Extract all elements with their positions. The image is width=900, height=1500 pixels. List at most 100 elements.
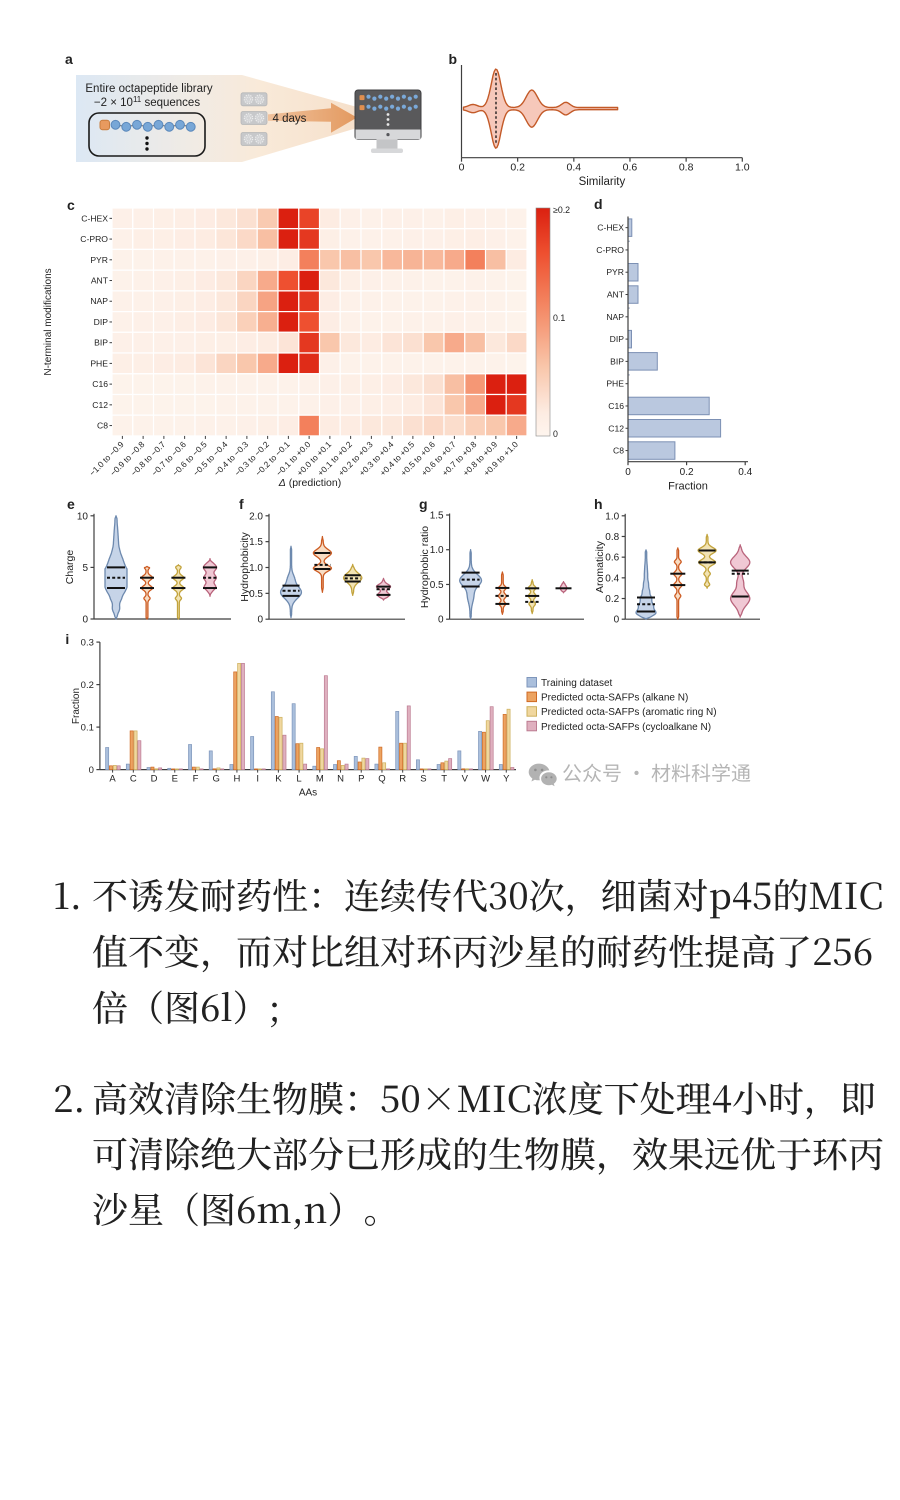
svg-text:Similarity: Similarity	[579, 176, 626, 188]
svg-text:0: 0	[614, 615, 620, 626]
svg-text:0: 0	[625, 467, 631, 478]
svg-text:0: 0	[89, 765, 94, 776]
svg-text:Predicted octa-SAFPs (cycloalk: Predicted octa-SAFPs (cycloalkane N)	[541, 722, 711, 733]
svg-text:N-terminal modifications: N-terminal modifications	[43, 268, 54, 375]
svg-text:0.4: 0.4	[567, 162, 582, 174]
svg-text:0: 0	[82, 615, 88, 626]
svg-text:G: G	[213, 774, 220, 785]
svg-text:C8: C8	[613, 446, 624, 456]
svg-text:BIP: BIP	[94, 338, 108, 348]
svg-text:PYR: PYR	[606, 267, 624, 277]
svg-text:0.4: 0.4	[605, 573, 619, 584]
svg-text:PHE: PHE	[606, 379, 624, 389]
svg-text:NAP: NAP	[90, 296, 108, 306]
svg-text:1.0: 1.0	[249, 563, 263, 574]
svg-text:0: 0	[553, 429, 558, 439]
svg-text:D: D	[151, 774, 158, 785]
svg-text:Entire octapeptide library: Entire octapeptide library	[85, 83, 212, 95]
svg-text:0: 0	[459, 162, 465, 174]
svg-text:Fraction: Fraction	[668, 481, 708, 493]
svg-text:E: E	[172, 774, 178, 785]
svg-text:Q: Q	[378, 774, 385, 785]
svg-text:C-HEX: C-HEX	[81, 213, 108, 223]
svg-text:P: P	[358, 774, 364, 785]
svg-text:W: W	[481, 774, 490, 785]
svg-text:10: 10	[77, 511, 89, 522]
svg-text:AAs: AAs	[299, 788, 317, 799]
svg-text:e: e	[67, 496, 75, 512]
svg-text:0.2: 0.2	[680, 467, 694, 478]
svg-text:V: V	[462, 774, 469, 785]
svg-text:C-PRO: C-PRO	[80, 234, 108, 244]
svg-text:0.3: 0.3	[81, 637, 94, 648]
svg-text:b: b	[449, 51, 458, 67]
svg-text:h: h	[594, 496, 603, 512]
svg-text:0.6: 0.6	[623, 162, 638, 174]
svg-text:Aromaticity: Aromaticity	[594, 540, 606, 593]
svg-text:PYR: PYR	[90, 255, 108, 265]
svg-text:T: T	[441, 774, 447, 785]
svg-text:f: f	[239, 496, 244, 512]
svg-text:S: S	[420, 774, 426, 785]
svg-text:Fraction: Fraction	[71, 688, 82, 724]
svg-text:C16: C16	[92, 379, 108, 389]
svg-text:0.8: 0.8	[679, 162, 694, 174]
svg-text:DIP: DIP	[94, 317, 109, 327]
svg-text:A: A	[109, 774, 116, 785]
svg-text:ANT: ANT	[91, 276, 109, 286]
svg-text:Predicted octa-SAFPs (alkane N: Predicted octa-SAFPs (alkane N)	[541, 693, 688, 704]
svg-text:i: i	[65, 631, 69, 647]
svg-text:1.5: 1.5	[249, 537, 263, 548]
svg-text:g: g	[419, 496, 428, 512]
svg-text:DIP: DIP	[610, 334, 625, 344]
svg-text:C12: C12	[608, 423, 624, 433]
svg-text:Training dataset: Training dataset	[541, 678, 613, 689]
svg-text:R: R	[399, 774, 406, 785]
svg-text:0.8: 0.8	[605, 532, 619, 543]
svg-text:c: c	[67, 197, 75, 213]
svg-text:d: d	[594, 196, 603, 212]
svg-text:H: H	[233, 774, 240, 785]
svg-text:Hydrophobic ratio: Hydrophobic ratio	[419, 526, 431, 608]
svg-text:C-PRO: C-PRO	[596, 245, 624, 255]
svg-text:≥0.2: ≥0.2	[553, 205, 570, 215]
svg-text:0: 0	[438, 615, 444, 626]
svg-text:L: L	[296, 774, 301, 785]
svg-text:Charge: Charge	[64, 550, 76, 585]
svg-text:0.5: 0.5	[249, 589, 263, 600]
svg-text:NAP: NAP	[606, 312, 624, 322]
svg-text:F: F	[193, 774, 199, 785]
svg-text:5: 5	[82, 563, 88, 574]
svg-text:M: M	[316, 774, 324, 785]
svg-text:Predicted octa-SAFPs (aromatic: Predicted octa-SAFPs (aromatic ring N)	[541, 707, 717, 718]
svg-text:ANT: ANT	[607, 290, 625, 300]
svg-text:C: C	[130, 774, 137, 785]
svg-text:0.6: 0.6	[605, 553, 619, 564]
svg-text:1.5: 1.5	[430, 511, 444, 522]
svg-text:Hydrophobicity: Hydrophobicity	[239, 532, 251, 602]
svg-text:2.0: 2.0	[249, 511, 263, 522]
svg-text:0: 0	[257, 615, 263, 626]
svg-text:0.1: 0.1	[553, 313, 565, 323]
svg-text:a: a	[65, 51, 73, 67]
svg-text:0.2: 0.2	[510, 162, 525, 174]
svg-text:1.0: 1.0	[735, 162, 750, 174]
svg-text:PHE: PHE	[90, 358, 108, 368]
svg-text:1.0: 1.0	[430, 545, 444, 556]
svg-text:C12: C12	[92, 400, 108, 410]
svg-text:0.1: 0.1	[81, 722, 94, 733]
svg-text:C8: C8	[97, 421, 108, 431]
svg-text:0.5: 0.5	[430, 580, 444, 591]
svg-text:N: N	[337, 774, 344, 785]
svg-text:0.2: 0.2	[605, 594, 619, 605]
svg-text:0.2: 0.2	[81, 680, 94, 691]
svg-text:Δ (prediction): Δ (prediction)	[278, 477, 342, 489]
svg-text:1.0: 1.0	[605, 511, 619, 522]
svg-text:−2 × 1011 sequences: −2 × 1011 sequences	[94, 95, 200, 110]
svg-text:K: K	[275, 774, 282, 785]
svg-text:BIP: BIP	[610, 356, 624, 366]
svg-text:0.4: 0.4	[738, 467, 752, 478]
svg-text:C16: C16	[608, 401, 624, 411]
svg-text:4 days: 4 days	[273, 113, 307, 125]
svg-text:C-HEX: C-HEX	[597, 223, 624, 233]
